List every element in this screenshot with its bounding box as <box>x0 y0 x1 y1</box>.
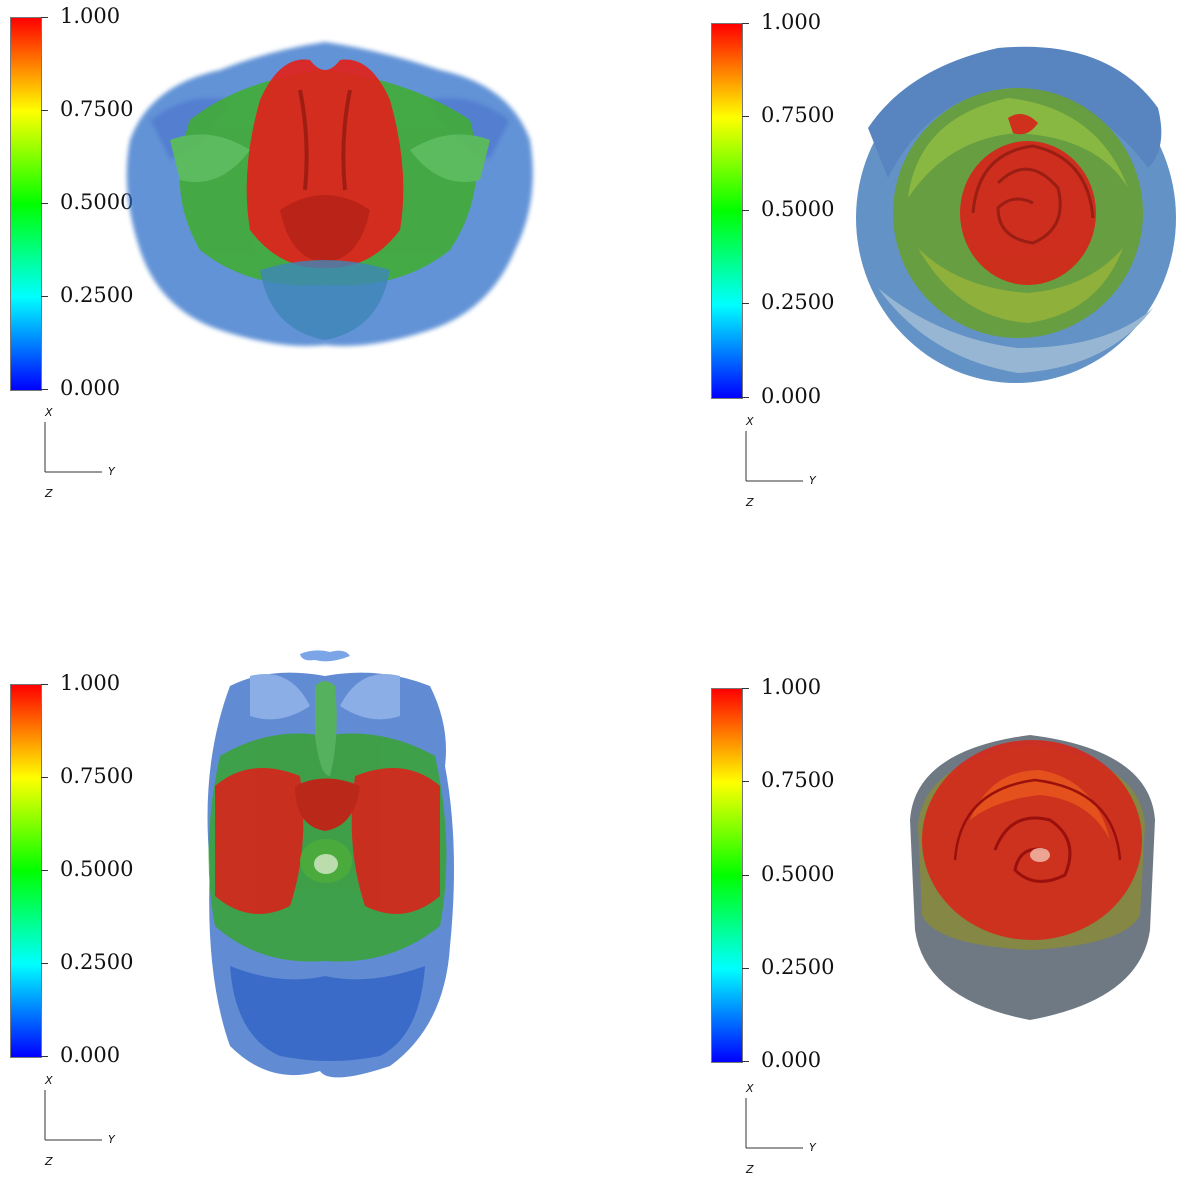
axis-x-label: X <box>746 1082 754 1095</box>
colorbar-tick-label: 0.5000 <box>761 197 835 221</box>
axis-x-label: X <box>45 406 53 419</box>
colorbar-tick-label: 0.000 <box>761 384 822 408</box>
orientation-axes <box>44 1090 102 1141</box>
colorbar <box>711 688 743 1063</box>
colorbar-tick-label: 0.7500 <box>761 103 835 127</box>
colorbar-tick-label: 1.000 <box>761 675 822 699</box>
colorbar-tick-label: 0.7500 <box>60 764 134 788</box>
panel-bottom-left: 1.000 0.7500 0.5000 0.2500 0.000 <box>0 600 600 1183</box>
colorbar-tick-label: 1.000 <box>60 671 121 695</box>
colorbar-tick-label: 0.2500 <box>60 283 134 307</box>
colorbar-tick-label: 0.000 <box>60 1043 121 1067</box>
orientation-axes <box>745 431 803 482</box>
axis-y-label: Y <box>809 474 816 487</box>
panel-top-right: 1.000 0.7500 0.5000 0.2500 0.000 X Y Z <box>600 0 1200 520</box>
colorbar-tick-label: 0.2500 <box>761 290 835 314</box>
colorbar <box>711 23 743 399</box>
colorbar-tick-label: 0.000 <box>761 1048 822 1072</box>
colorbar-tick-label: 0.5000 <box>761 862 835 886</box>
colorbar-tick-label: 0.2500 <box>761 955 835 979</box>
colorbar-tick-label: 0.7500 <box>761 768 835 792</box>
panel-bottom-right: 1.000 0.7500 0.5000 0.2500 0.000 X Y Z <box>600 600 1200 1183</box>
isosurface-render <box>910 735 1155 1020</box>
axis-z-label: Z <box>746 1163 754 1176</box>
colorbar-tick-label: 1.000 <box>60 4 121 28</box>
colorbar <box>10 17 42 391</box>
colorbar-tick-label: 0.000 <box>60 376 121 400</box>
isosurface-render <box>856 46 1176 383</box>
panel-top-left: 1.000 0.7500 0.5000 0.2500 0.000 <box>0 0 600 520</box>
isosurface-render <box>207 650 454 1078</box>
axis-y-label: Y <box>108 465 115 478</box>
colorbar-tick-label: 0.2500 <box>60 950 134 974</box>
axis-y-label: Y <box>108 1133 115 1146</box>
orientation-axes <box>44 422 102 473</box>
axis-z-label: Z <box>45 1155 53 1168</box>
axis-z-label: Z <box>45 487 53 500</box>
colorbar-tick-label: 1.000 <box>761 10 822 34</box>
colorbar <box>10 684 42 1058</box>
axis-x-label: X <box>746 415 754 428</box>
colorbar-tick-label: 0.5000 <box>60 857 134 881</box>
orientation-axes <box>745 1098 803 1149</box>
axis-z-label: Z <box>746 496 754 509</box>
axis-y-label: Y <box>809 1141 816 1154</box>
isosurface-render <box>126 42 533 346</box>
colorbar-tick-label: 0.7500 <box>60 97 134 121</box>
colorbar-tick-label: 0.5000 <box>60 190 134 214</box>
axis-x-label: X <box>45 1074 53 1087</box>
